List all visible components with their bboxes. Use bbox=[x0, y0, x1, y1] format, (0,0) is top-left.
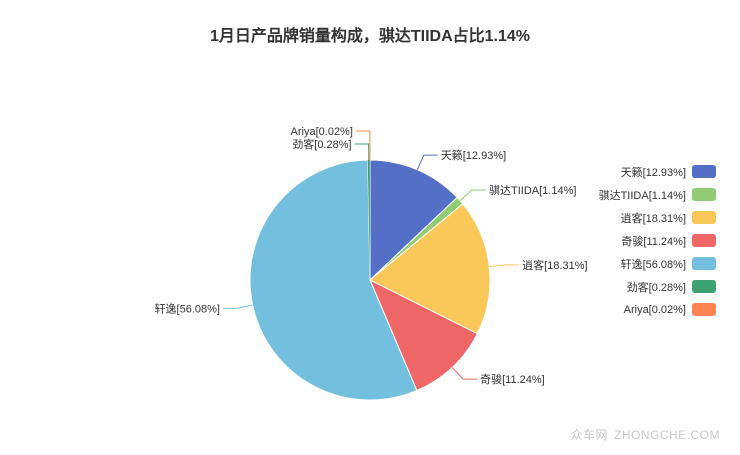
watermark: 众车网 ZHONGCHE.COM bbox=[570, 426, 720, 443]
label-line-5 bbox=[354, 143, 370, 161]
slice-label-4: 轩逸[56.08%] bbox=[155, 301, 220, 315]
chart-title: 1月日产品牌销量构成，骐达TIIDA占比1.14% bbox=[209, 28, 531, 45]
legend-label: 逍客[18.31%] bbox=[620, 212, 686, 225]
label-line-3 bbox=[451, 367, 478, 380]
legend-label: 轩逸[56.08%] bbox=[620, 258, 686, 271]
slice-label-6: Ariya[0.02%] bbox=[291, 126, 353, 138]
legend-item-3[interactable]: 奇骏[11.24%] bbox=[599, 229, 716, 252]
legend-swatch bbox=[692, 211, 716, 224]
legend-label: 天籁[12.93%] bbox=[620, 166, 686, 179]
legend-item-6[interactable]: Ariya[0.02%] bbox=[599, 298, 716, 321]
watermark-cn: 众车网 bbox=[570, 428, 608, 442]
legend-swatch bbox=[692, 234, 716, 247]
legend-swatch bbox=[692, 188, 716, 201]
slice-label-0: 天籁[12.93%] bbox=[441, 148, 506, 162]
legend-item-0[interactable]: 天籁[12.93%] bbox=[599, 160, 716, 183]
label-line-4 bbox=[222, 304, 253, 309]
legend-item-1[interactable]: 骐达TIIDA[1.14%] bbox=[599, 183, 716, 206]
pie-slice-2 bbox=[369, 203, 491, 335]
pie-slice-5 bbox=[367, 160, 370, 280]
pie-slice-0 bbox=[369, 159, 458, 282]
legend-label: 骐达TIIDA[1.14%] bbox=[598, 189, 686, 202]
legend-label: 劲客[0.28%] bbox=[626, 281, 686, 294]
slice-label-2: 逍客[18.31%] bbox=[522, 258, 587, 272]
slice-label-3: 奇骏[11.24%] bbox=[480, 372, 545, 386]
legend-item-2[interactable]: 逍客[18.31%] bbox=[599, 206, 716, 229]
label-line-6 bbox=[355, 130, 371, 161]
slice-label-1: 骐达TIIDA[1.14%] bbox=[489, 184, 576, 197]
legend-swatch bbox=[692, 257, 716, 270]
label-line-1 bbox=[459, 189, 487, 202]
label-line-2 bbox=[489, 264, 520, 268]
legend-swatch bbox=[692, 303, 716, 316]
legend-item-5[interactable]: 劲客[0.28%] bbox=[599, 275, 716, 298]
legend-label: Ariya[0.02%] bbox=[623, 303, 686, 316]
legend-label: 奇骏[11.24%] bbox=[621, 235, 686, 248]
legend-swatch bbox=[692, 280, 716, 293]
chart-legend: 天籁[12.93%] 骐达TIIDA[1.14%] 逍客[18.31%] 奇骏[11.… bbox=[599, 160, 716, 321]
pie-slice-3 bbox=[369, 278, 478, 392]
slice-label-5: 劲客[0.28%] bbox=[292, 137, 351, 151]
legend-swatch bbox=[692, 165, 716, 178]
label-line-0 bbox=[416, 154, 438, 170]
pie-slice-4 bbox=[249, 159, 418, 401]
legend-item-4[interactable]: 轩逸[56.08%] bbox=[599, 252, 716, 275]
watermark-en: ZHONGCHE.COM bbox=[614, 428, 720, 442]
